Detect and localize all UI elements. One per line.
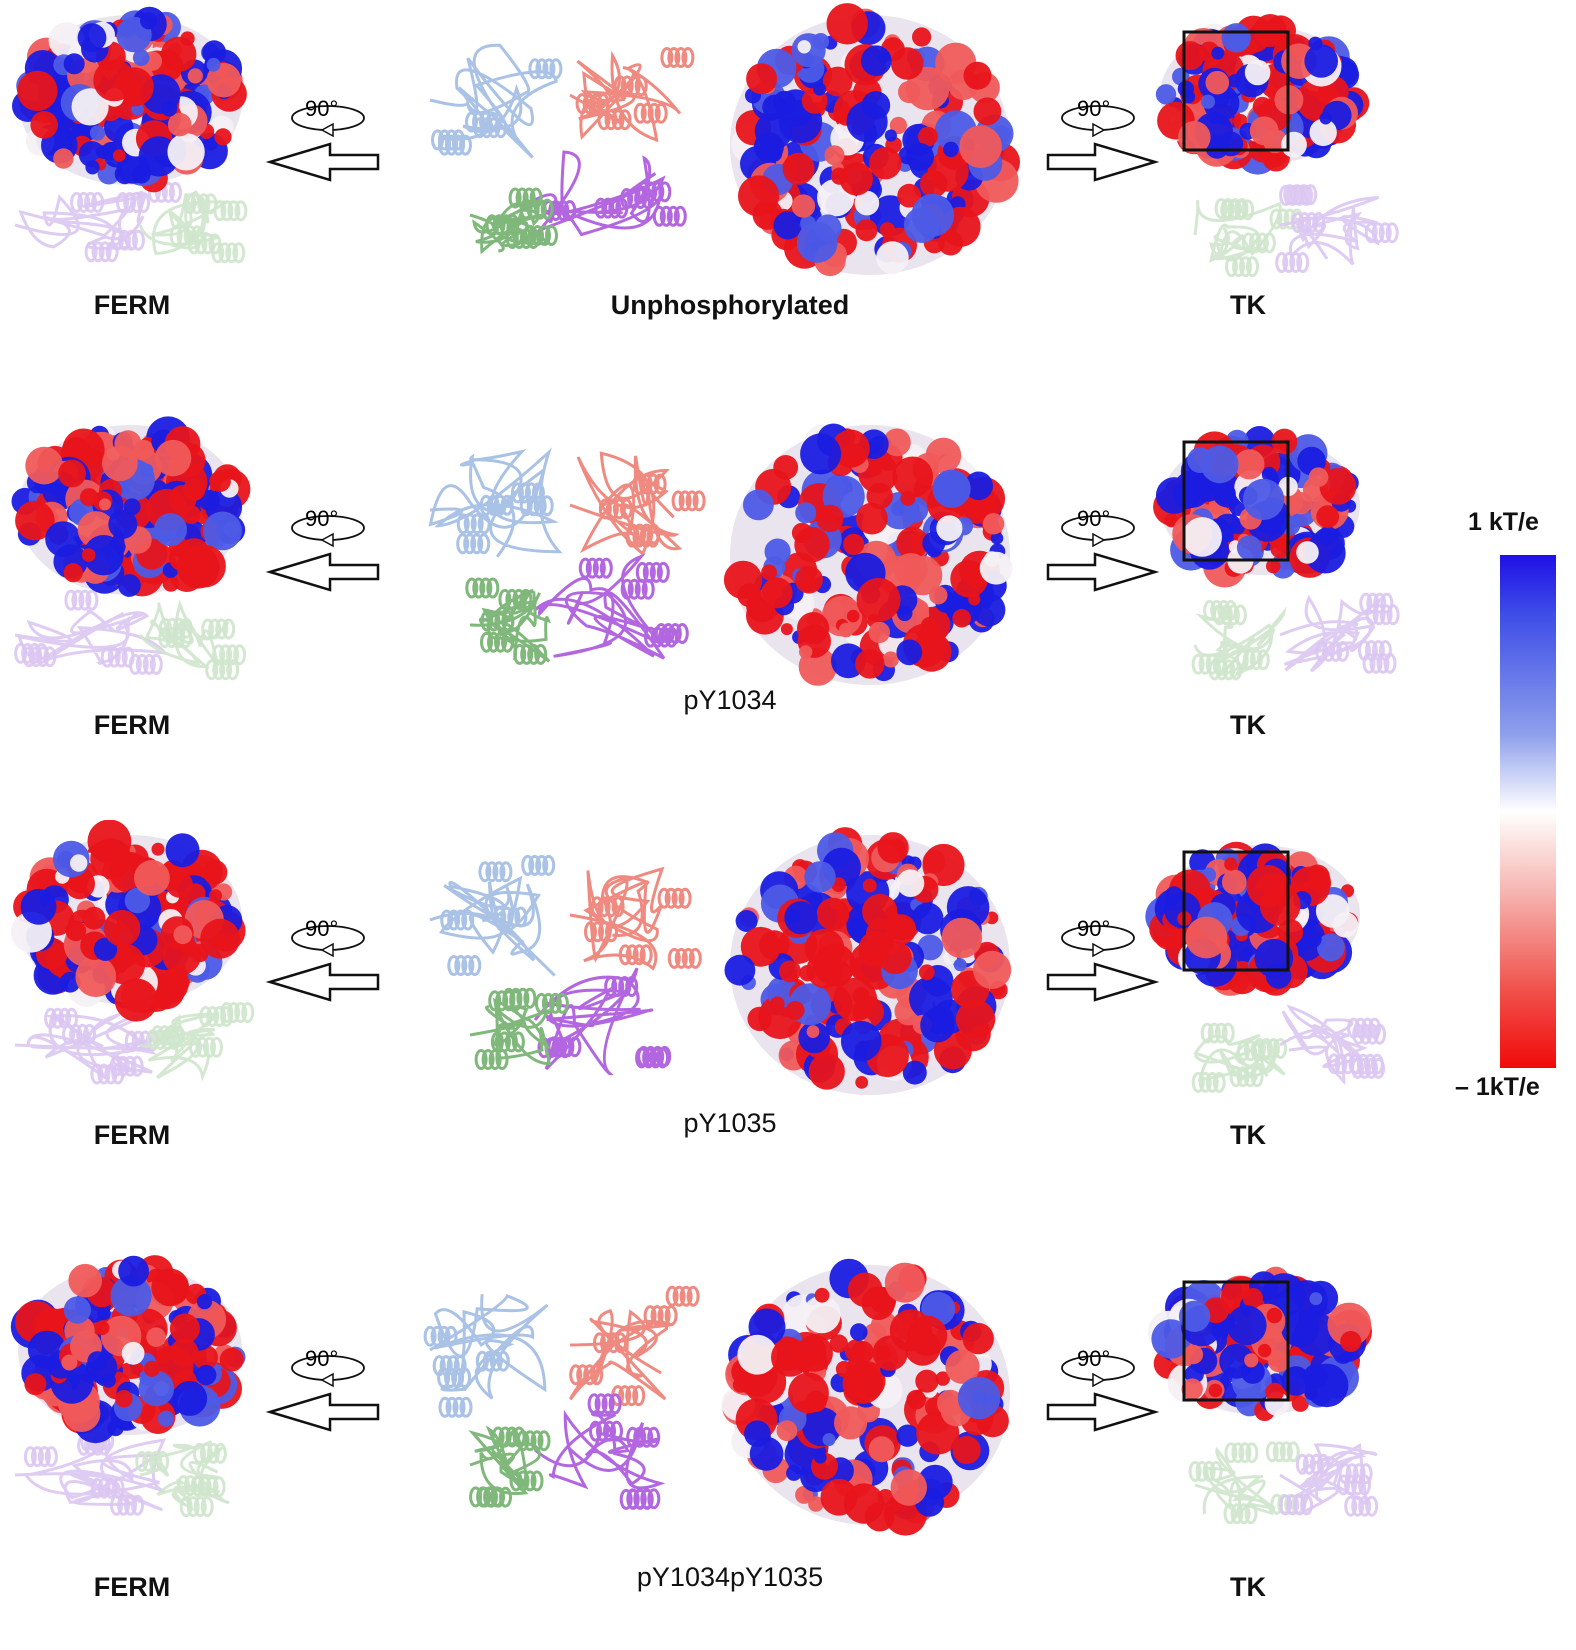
view-rotation-arrow <box>1046 142 1160 182</box>
state-label: pY1034pY1035 <box>636 1562 824 1592</box>
rotation-right-label: 90° <box>1077 96 1111 121</box>
tk-label: TK <box>1230 1572 1266 1602</box>
highlight-box <box>1182 440 1290 562</box>
view-rotation-arrow <box>265 552 380 592</box>
rotation-direction-icon <box>1092 1372 1106 1388</box>
rotation-left-label: 90° <box>305 96 339 121</box>
rotation-direction-icon <box>320 942 334 958</box>
rotation-direction-icon <box>1092 942 1106 958</box>
structure-row: 90° 90° FERM Unphosphorylated TK <box>0 0 1430 400</box>
rotation-direction-icon <box>320 532 334 548</box>
structure-row: 90° 90° FERM pY1035 TK <box>0 820 1430 1220</box>
colorbar-top-label: 1 kT/e <box>1468 508 1539 536</box>
highlight-box <box>1182 30 1290 152</box>
view-rotation-arrow <box>1046 962 1160 1002</box>
rotation-direction-icon <box>320 122 334 138</box>
ferm-label: FERM <box>93 710 171 740</box>
view-rotation-arrow <box>1046 1392 1160 1432</box>
colorbar-bottom-label: – 1kT/e <box>1455 1073 1540 1101</box>
state-label: pY1035 <box>683 1108 777 1138</box>
highlight-box <box>1182 1280 1290 1402</box>
tk-label: TK <box>1230 710 1266 740</box>
electrostatic-colorbar <box>1500 555 1556 1068</box>
rotation-left-label: 90° <box>305 916 339 941</box>
rotation-direction-icon <box>320 1372 334 1388</box>
ferm-label: FERM <box>93 1572 171 1602</box>
state-label: Unphosphorylated <box>610 290 850 320</box>
rotation-left-label: 90° <box>305 1346 339 1371</box>
view-rotation-arrow <box>1046 552 1160 592</box>
rotation-right-label: 90° <box>1077 506 1111 531</box>
structure-row: 90° 90° FERM pY1034 TK <box>0 410 1430 810</box>
tk-label: TK <box>1230 290 1266 320</box>
tk-label: TK <box>1230 1120 1266 1150</box>
structure-panels <box>10 1255 1379 1536</box>
ferm-label: FERM <box>93 290 171 320</box>
view-rotation-arrow <box>265 1392 380 1432</box>
structure-panels <box>10 820 1387 1095</box>
view-rotation-arrow <box>265 142 380 182</box>
rotation-direction-icon <box>1092 532 1106 548</box>
rotation-right-label: 90° <box>1077 916 1111 941</box>
ferm-label: FERM <box>93 1120 171 1150</box>
rotation-direction-icon <box>1092 122 1106 138</box>
state-label: pY1034 <box>683 685 777 715</box>
view-rotation-arrow <box>265 962 380 1002</box>
highlight-box <box>1182 850 1290 972</box>
rotation-right-label: 90° <box>1077 1346 1111 1371</box>
structure-panels <box>11 416 1400 686</box>
structure-row: 90° 90° FERM pY1034pY1035 TK <box>0 1250 1430 1650</box>
structure-panels <box>12 3 1399 278</box>
rotation-left-label: 90° <box>305 506 339 531</box>
